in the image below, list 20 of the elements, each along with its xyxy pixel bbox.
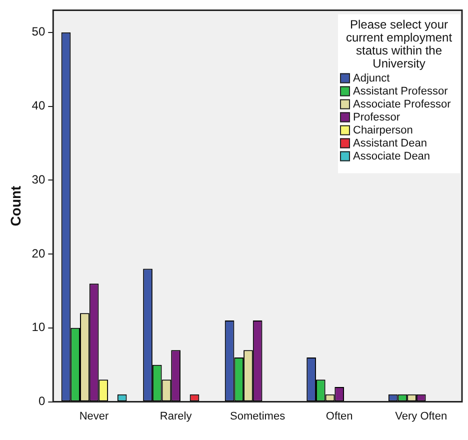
legend-label: Professor xyxy=(353,112,400,124)
y-tick-label: 10 xyxy=(32,320,46,334)
legend-title: Please select your current employment status within the University xyxy=(346,18,453,71)
x-tick-label: Often xyxy=(326,410,353,422)
legend-label: Associate Dean xyxy=(353,150,430,163)
y-tick-label: 30 xyxy=(32,172,46,186)
y-tick-label: 50 xyxy=(32,24,46,39)
legend-label: Chairperson xyxy=(353,124,413,137)
y-axis-title: Count xyxy=(7,185,24,226)
x-tick-label: Rarely xyxy=(160,410,192,422)
legend-label: Assistant Professor xyxy=(353,86,448,98)
x-tick-label: Sometimes xyxy=(230,410,286,422)
y-tick-label: 0 xyxy=(38,394,46,408)
y-tick-label: 40 xyxy=(32,98,46,113)
legend-label: Adjunct xyxy=(353,72,390,85)
y-tick-label: 20 xyxy=(32,246,46,260)
legend-label: Associate Professor xyxy=(353,98,452,111)
x-tick-label: Never xyxy=(79,410,110,422)
legend-label: Assistant Dean xyxy=(353,138,427,150)
x-tick-label: Very Often xyxy=(395,410,448,422)
